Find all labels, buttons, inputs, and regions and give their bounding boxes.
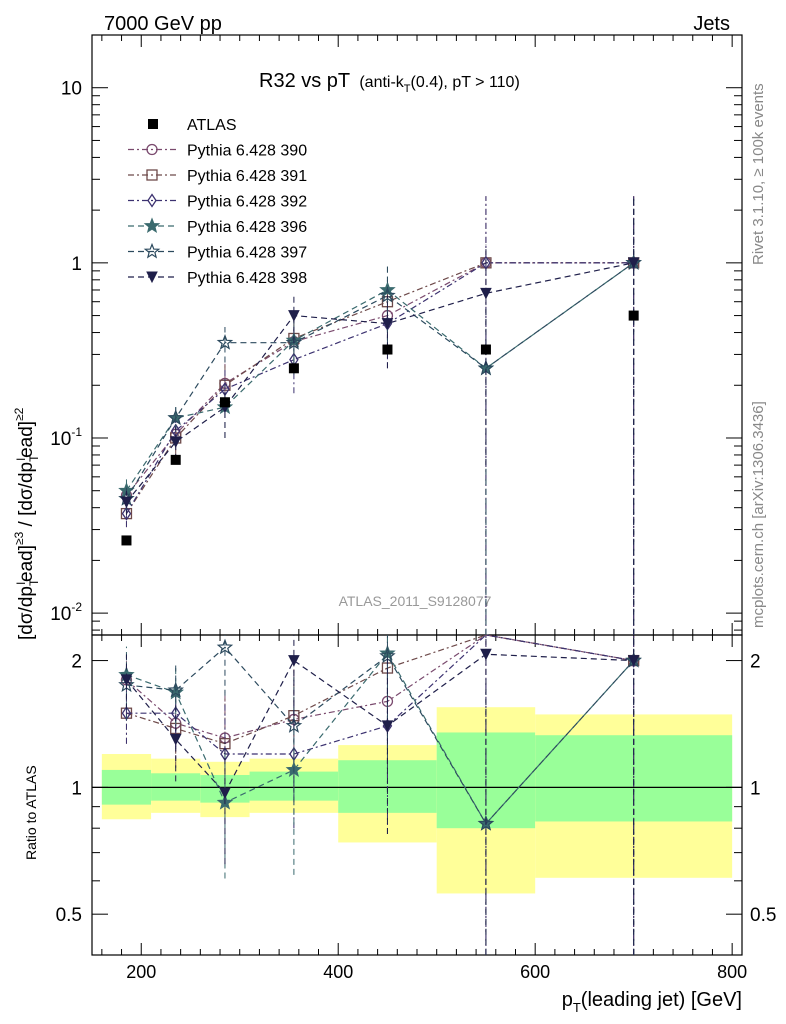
series-point [216, 334, 234, 350]
series-line-main [126, 262, 634, 496]
legend-label: Pythia 6.428 391 [187, 168, 307, 185]
legend-marker [146, 271, 158, 284]
x-tick-label: 400 [323, 962, 353, 982]
legend-marker-atlas [148, 119, 158, 129]
series-ratio-point [627, 655, 640, 667]
atlas-point [288, 363, 299, 374]
atlas-point [480, 344, 491, 355]
series-line-main [125, 262, 635, 500]
atlas-point [170, 454, 181, 465]
series-ratio-point [120, 674, 133, 686]
series-point [120, 496, 133, 509]
atlas-point [382, 344, 393, 355]
series-ratio-point [219, 787, 231, 800]
series-point [288, 310, 300, 322]
rivet-label: Rivet 3.1.10, ≥ 100k events [750, 83, 767, 265]
mcplots-label: mcplots.cern.ch [arXiv:1306.3436] [750, 401, 767, 628]
legend-label-atlas: ATLAS [187, 117, 237, 134]
series-line-main [125, 262, 634, 514]
series-ratio-point [477, 815, 495, 831]
y-axis-label: [dσ/dpTlead]≥3 / [dσ/dpTlead]≥2 [12, 407, 41, 640]
legend-marker [143, 217, 161, 234]
series-atlas [121, 310, 639, 546]
legend-label: Pythia 6.428 398 [187, 270, 307, 287]
ratio-y-tick-label-right: 2 [750, 652, 761, 673]
y-tick-label: 1 [71, 254, 82, 275]
series-point [169, 436, 182, 449]
series-point [167, 409, 184, 426]
atlas-point [121, 535, 132, 546]
ratio-y-tick-label-right: 1 [750, 778, 761, 799]
chart-title: R32 vs pT (anti-kT(0.4), pT > 110) [259, 70, 520, 95]
series-point [481, 255, 491, 271]
series-ratio-point [480, 648, 492, 661]
series-ratio-point [216, 638, 234, 655]
legend-label: Pythia 6.428 397 [187, 245, 307, 262]
ratio-y-tick-label-left: 1 [71, 778, 82, 799]
ratio-y-tick-label-left: 0.5 [56, 905, 82, 926]
series-point [627, 257, 640, 269]
series-point [381, 318, 394, 330]
series-point [480, 287, 492, 300]
atlas-point [219, 397, 230, 408]
series-ratio-point [381, 720, 394, 732]
legend-marker [143, 242, 161, 259]
series-point [379, 286, 396, 303]
y-tick-label: 10-2 [50, 600, 82, 625]
analysis-label: ATLAS_2011_S9128077 [339, 593, 492, 609]
x-tick-label: 800 [717, 962, 747, 982]
y-tick-label: 10-1 [50, 425, 82, 450]
series-point [121, 506, 132, 521]
series-line-main [125, 262, 634, 514]
legend-label: Pythia 6.428 390 [187, 143, 307, 160]
x-axis-label: pT(leading jet) [GeV] [562, 989, 742, 1015]
y-tick-label: 10 [61, 79, 82, 100]
series-ratio-point [167, 681, 185, 698]
ratio-y-axis-label: Ratio to ATLAS [23, 765, 39, 860]
ratio-y-tick-label-right: 0.5 [750, 905, 776, 926]
series-5 [120, 196, 640, 955]
x-tick-label: 600 [520, 962, 550, 982]
atlas-point [628, 310, 639, 321]
series-ratio-point [288, 655, 300, 667]
legend-marker [146, 169, 158, 181]
legend-marker [147, 193, 157, 208]
series-ratio-point [169, 733, 182, 746]
series-ratio-point [285, 717, 303, 733]
series-point [285, 334, 303, 350]
jets-label: Jets [693, 13, 730, 35]
legend-label: Pythia 6.428 396 [187, 219, 307, 236]
ratio-y-tick-label-left: 2 [71, 652, 82, 673]
legend-marker [146, 143, 158, 156]
x-tick-label: 200 [126, 962, 156, 982]
legend-label: Pythia 6.428 392 [187, 194, 307, 211]
beam-label: 7000 GeV pp [104, 13, 222, 35]
